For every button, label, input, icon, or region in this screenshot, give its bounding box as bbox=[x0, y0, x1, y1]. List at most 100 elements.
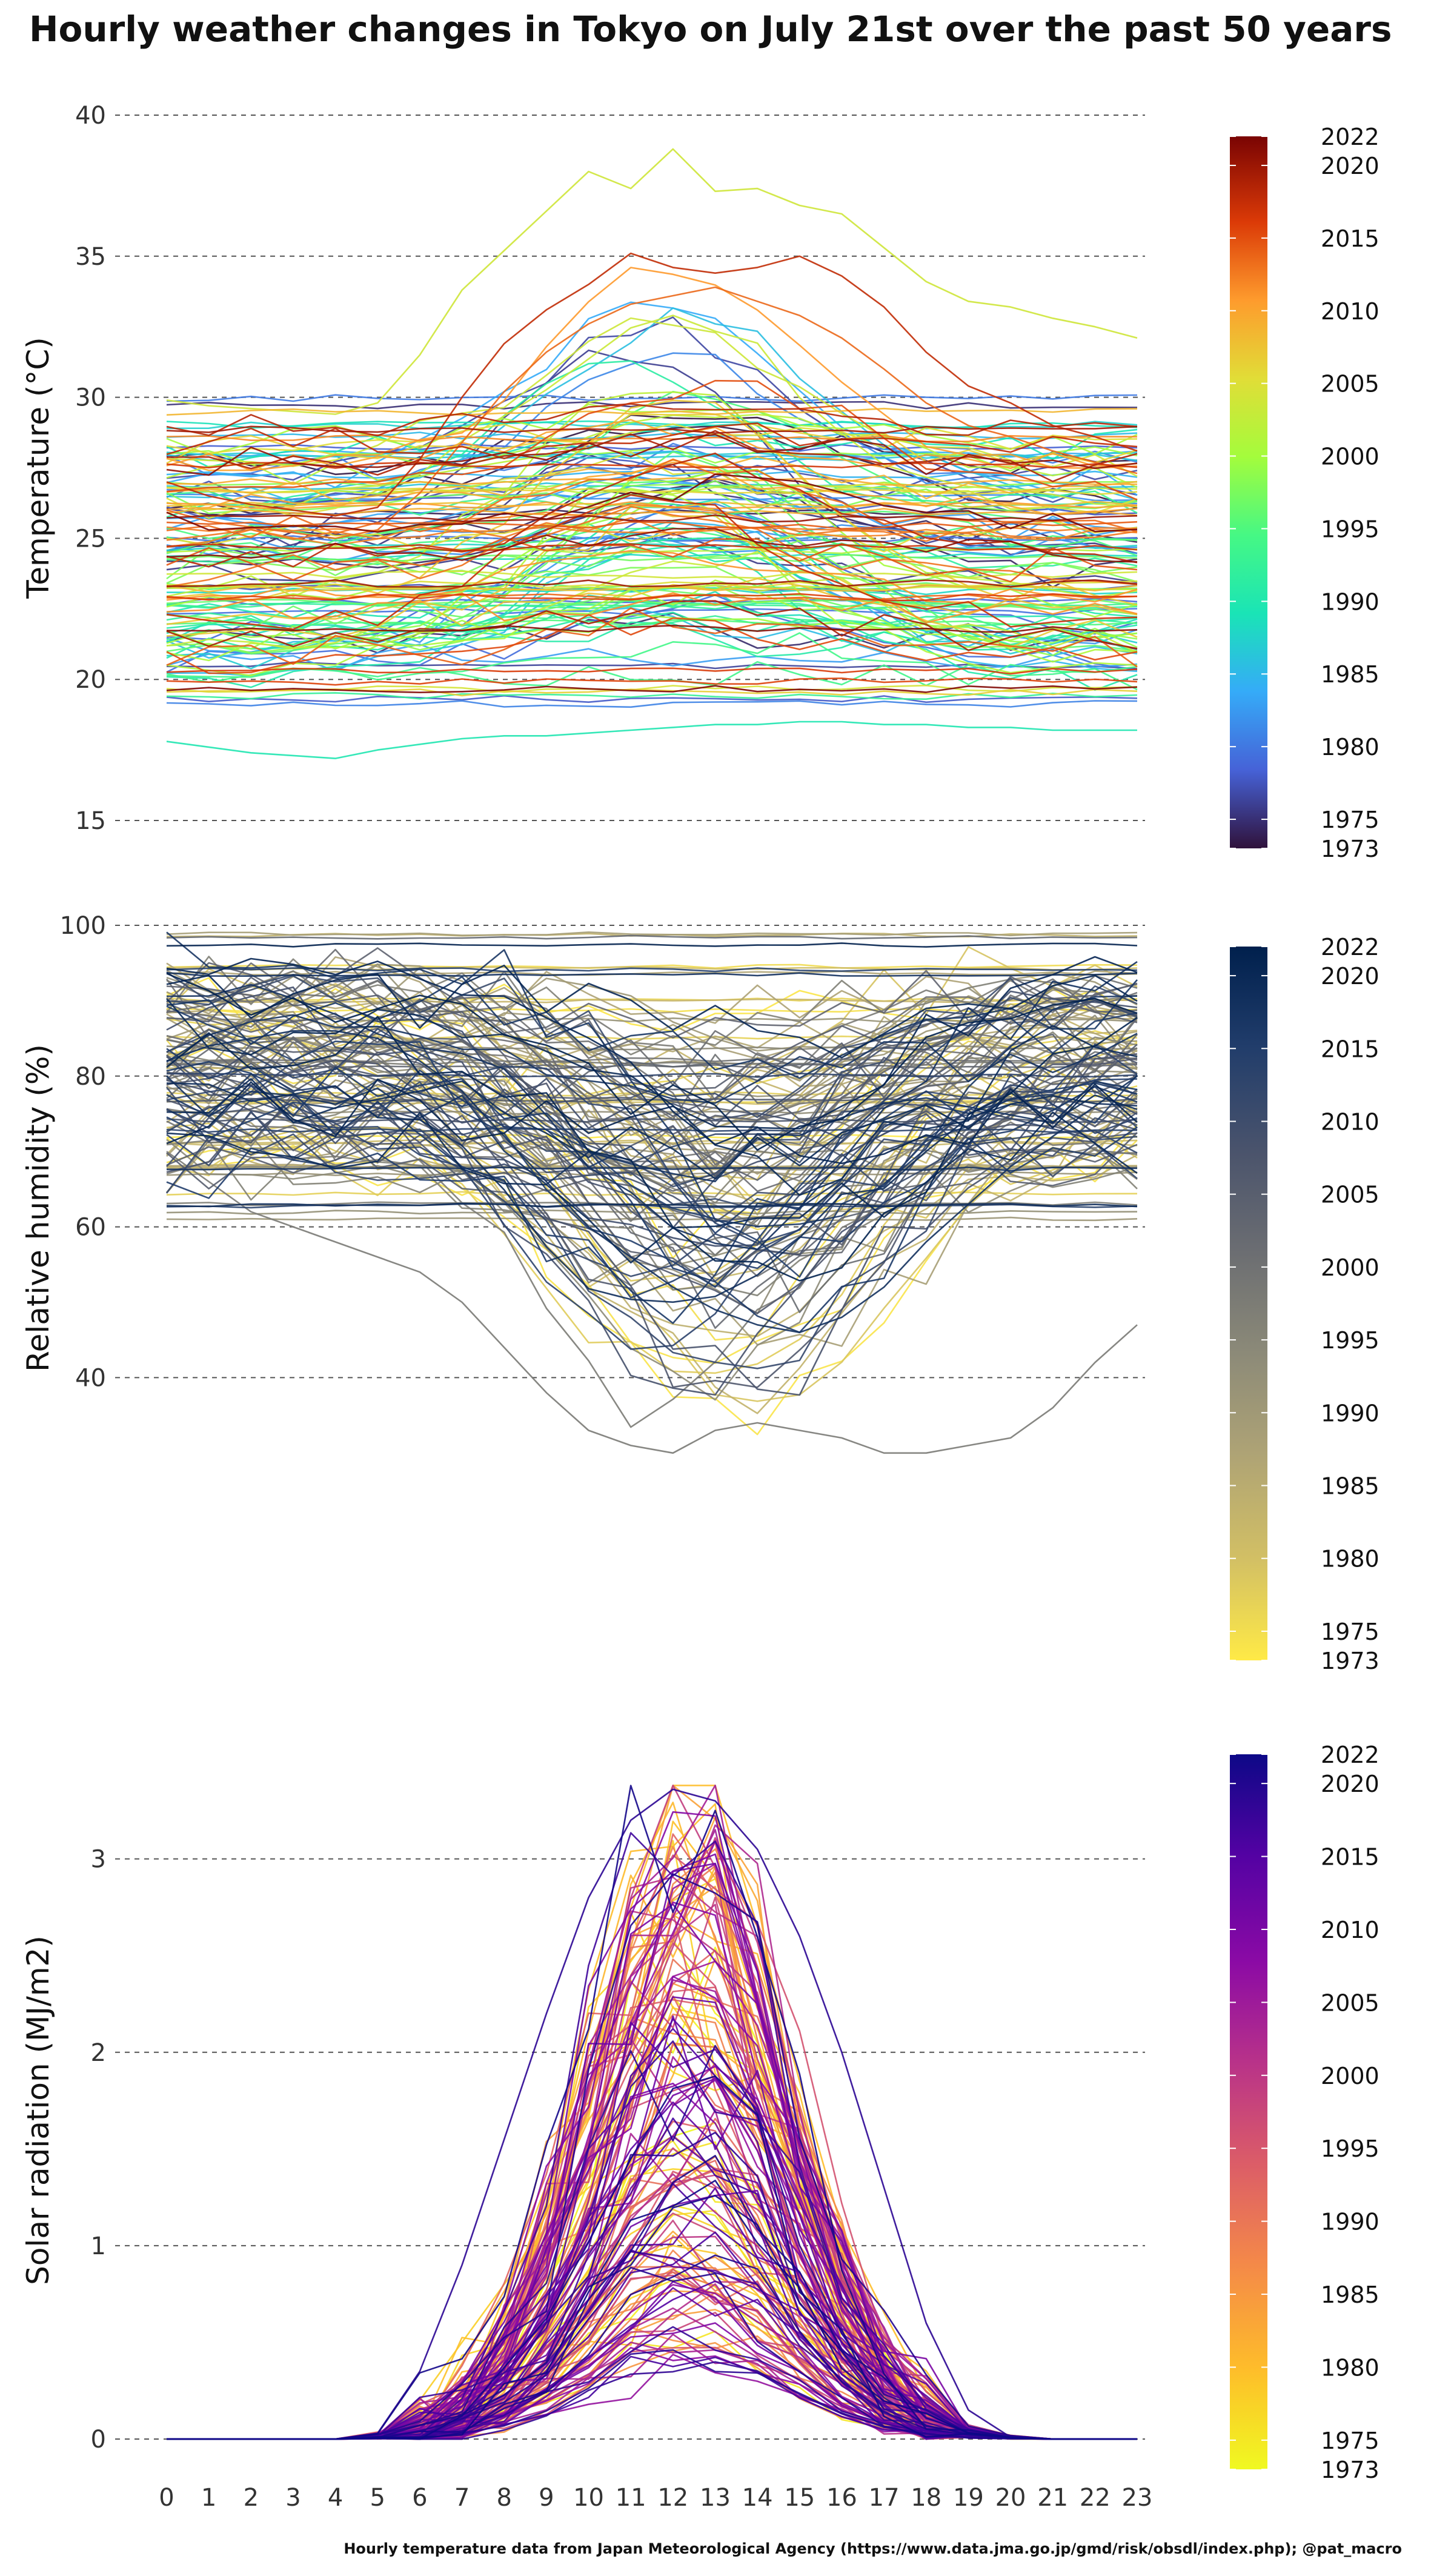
temperature-series-line bbox=[166, 487, 1138, 496]
humidity-series-line bbox=[166, 1030, 1138, 1334]
temperature-ytick-label: 30 bbox=[75, 384, 106, 412]
humidity-series-line bbox=[166, 1060, 1138, 1333]
solar_radiation-series-line bbox=[167, 2180, 1137, 2440]
xtick-label: 11 bbox=[616, 2484, 646, 2512]
temperature-series-line bbox=[166, 286, 1138, 539]
solar_radiation-colorbar: 2022 2020 2015 2010 2005 2000 1995 1990 1985 1980… bbox=[1230, 1742, 1380, 2483]
xtick-label: 5 bbox=[370, 2484, 385, 2512]
humidity-series-line bbox=[166, 1210, 1138, 1215]
humidity-series-line bbox=[166, 971, 1138, 1188]
temperature-colorbar-gradient bbox=[1230, 136, 1267, 848]
temperature-series-line bbox=[166, 599, 1138, 607]
temperature-series-line bbox=[166, 533, 1138, 691]
xtick-label: 23 bbox=[1122, 2484, 1153, 2512]
temperature-series-line bbox=[166, 613, 1138, 650]
solar_radiation-series-line bbox=[167, 2042, 1137, 2440]
solar_radiation-colorbar-label: 2020 bbox=[1321, 1771, 1380, 1797]
humidity-series-line bbox=[166, 1056, 1138, 1140]
solar_radiation-colorbar-label: 2000 bbox=[1321, 2063, 1380, 2089]
humidity-series-line bbox=[166, 1016, 1138, 1282]
humidity-series-line bbox=[166, 967, 1138, 973]
temperature-series-line bbox=[166, 481, 1138, 490]
xtick-label: 1 bbox=[201, 2484, 216, 2512]
solar_radiation-series-line bbox=[167, 2040, 1137, 2440]
solar_radiation-series-line bbox=[167, 2361, 1137, 2440]
temperature-series-line bbox=[166, 252, 1138, 517]
solar_radiation-colorbar-label: 1973 bbox=[1321, 2457, 1380, 2483]
humidity-axis-label: Relative humidity (%) bbox=[21, 1044, 56, 1372]
humidity-series-group bbox=[165, 931, 1138, 1454]
solar_radiation-series-line bbox=[167, 2160, 1137, 2440]
temperature-series-line bbox=[166, 504, 1138, 548]
temperature-ytick-label: 35 bbox=[75, 243, 106, 271]
solar_radiation-axis-label: Solar radiation (MJ/m2) bbox=[21, 1935, 56, 2285]
solar_radiation-series-line bbox=[167, 1785, 1137, 2440]
solar_radiation-series-line bbox=[167, 2135, 1137, 2440]
solar_radiation-colorbar-label: 2010 bbox=[1321, 1917, 1380, 1943]
temperature-series-line bbox=[166, 700, 1138, 708]
xtick-label: 18 bbox=[911, 2484, 941, 2512]
humidity-series-line bbox=[166, 1127, 1138, 1299]
temperature-series-line bbox=[166, 419, 1138, 471]
solar_radiation-series-line bbox=[167, 2322, 1137, 2440]
xtick-label: 12 bbox=[657, 2484, 688, 2512]
temperature-colorbar-label: 2020 bbox=[1321, 153, 1380, 179]
solar_radiation-series-line bbox=[167, 2326, 1137, 2440]
humidity-series-line bbox=[166, 946, 1138, 1102]
solar_radiation-panel: 0 1 23 Solar radiation (MJ/m2) 2022202020152… bbox=[21, 1742, 1380, 2512]
humidity-series-line bbox=[166, 961, 1138, 1251]
temperature-series-line bbox=[166, 399, 1138, 606]
temperature-series-line bbox=[166, 433, 1138, 476]
humidity-ytick-label: 40 bbox=[75, 1364, 106, 1392]
humidity-ytick-label: 60 bbox=[75, 1214, 106, 1242]
humidity-series-line bbox=[166, 1078, 1138, 1165]
humidity-series-line bbox=[165, 956, 1138, 1056]
humidity-ytick-label: 100 bbox=[60, 912, 106, 940]
humidity-series-line bbox=[166, 967, 1138, 1139]
humidity-series-line bbox=[166, 1117, 1138, 1123]
temperature-series-line bbox=[166, 721, 1137, 759]
humidity-series-line bbox=[166, 1106, 1138, 1347]
temperature-series-line bbox=[166, 349, 1138, 556]
humidity-colorbar-gradient bbox=[1230, 947, 1267, 1660]
temperature-colorbar-label: 1973 bbox=[1321, 836, 1380, 862]
temperature-colorbar-label: 2015 bbox=[1321, 225, 1380, 252]
solar_radiation-ytick-label: 0 bbox=[91, 2426, 106, 2454]
humidity-series-line bbox=[166, 1139, 1138, 1364]
humidity-series-line bbox=[166, 983, 1138, 1135]
solar_radiation-colorbar-label: 1980 bbox=[1321, 2354, 1380, 2381]
humidity-series-line bbox=[166, 1131, 1138, 1337]
temperature-series-group bbox=[166, 148, 1138, 759]
humidity-colorbar-label: 1995 bbox=[1321, 1327, 1380, 1354]
xtick-label: 17 bbox=[869, 2484, 900, 2512]
humidity-series-line bbox=[166, 998, 1138, 1313]
temperature-series-line bbox=[166, 584, 1138, 593]
humidity-series-line bbox=[166, 1014, 1138, 1104]
temperature-series-line bbox=[166, 580, 1138, 589]
temperature-series-line bbox=[166, 394, 1138, 402]
temperature-series-line bbox=[166, 694, 1138, 704]
humidity-series-line bbox=[166, 1202, 1138, 1208]
xtick-label: 19 bbox=[953, 2484, 984, 2512]
humidity-series-line bbox=[166, 1078, 1138, 1180]
temperature-colorbar-label: 1980 bbox=[1321, 734, 1380, 760]
temperature-series-line bbox=[166, 490, 1138, 650]
humidity-series-line bbox=[166, 1124, 1138, 1374]
humidity-series-line bbox=[166, 1048, 1138, 1234]
xtick-label: 6 bbox=[412, 2484, 427, 2512]
humidity-series-line bbox=[165, 1140, 1138, 1297]
humidity-series-line bbox=[166, 1128, 1138, 1133]
xtick-label: 15 bbox=[784, 2484, 815, 2512]
humidity-colorbar-label: 1980 bbox=[1321, 1546, 1380, 1573]
temperature-series-line bbox=[166, 461, 1138, 516]
temperature-series-line bbox=[166, 477, 1137, 486]
temperature-series-line bbox=[166, 461, 1138, 469]
temperature-colorbar-label: 1975 bbox=[1321, 807, 1380, 833]
humidity-colorbar-label: 2000 bbox=[1321, 1254, 1380, 1281]
solar_radiation-series-line bbox=[167, 2249, 1137, 2440]
temperature-ytick-label: 15 bbox=[75, 807, 106, 835]
temperature-ytick-label: 40 bbox=[75, 102, 106, 130]
xtick-label: 7 bbox=[454, 2484, 470, 2512]
humidity-series-line bbox=[166, 1120, 1138, 1277]
